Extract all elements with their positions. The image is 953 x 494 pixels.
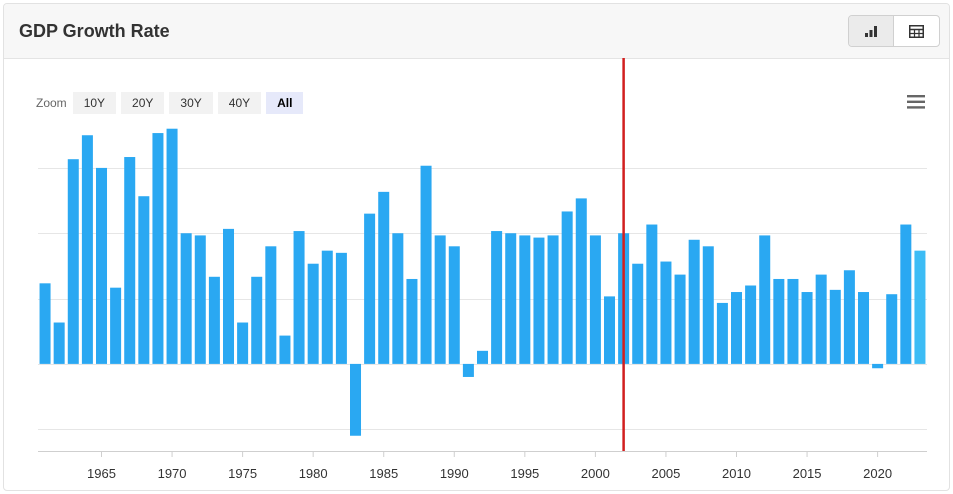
zoom-bar: Zoom 10Y 20Y 30Y 40Y All — [36, 92, 308, 114]
bar — [166, 128, 178, 364]
bar — [688, 239, 700, 364]
bar — [392, 233, 404, 364]
table-view-button[interactable] — [894, 16, 939, 46]
zoom-20y-button[interactable]: 20Y — [121, 92, 165, 114]
bar — [547, 235, 559, 364]
x-tick-label: 1965 — [87, 466, 116, 481]
bar — [96, 167, 108, 364]
bar — [364, 213, 376, 364]
bar — [321, 250, 333, 364]
hamburger-menu-icon — [907, 95, 925, 109]
x-tick-label: 1990 — [440, 466, 469, 481]
bar — [462, 363, 474, 377]
bar — [81, 135, 93, 364]
x-axis: 1965 1970 1975 1980 1985 1990 1995 2000 2005 2010… — [38, 451, 927, 481]
bar — [53, 322, 65, 364]
bar — [477, 350, 489, 364]
bar — [110, 287, 122, 364]
page-title: GDP Growth Rate — [19, 21, 170, 41]
zoom-label: Zoom — [36, 96, 67, 110]
bar — [448, 246, 460, 364]
bar — [378, 191, 390, 364]
bar — [632, 263, 644, 364]
chart-menu-button[interactable] — [907, 95, 925, 114]
view-toggle — [848, 15, 940, 47]
bar — [519, 235, 531, 364]
bar — [829, 289, 841, 364]
bar — [279, 335, 291, 364]
bar — [674, 274, 686, 364]
bar-chart-icon — [865, 26, 877, 37]
zoom-all-button[interactable]: All — [266, 92, 304, 114]
x-tick-label: 2005 — [651, 466, 680, 481]
bar — [858, 292, 870, 364]
bar — [194, 235, 206, 364]
bar — [716, 302, 728, 364]
bar — [843, 270, 855, 364]
bar — [251, 276, 263, 364]
x-tick-label: 2010 — [722, 466, 751, 481]
bar — [138, 196, 150, 364]
x-tick-label: 1970 — [158, 466, 187, 481]
bar — [787, 278, 799, 364]
bar — [900, 224, 912, 364]
bar — [914, 250, 926, 364]
bar — [575, 198, 587, 364]
bar — [731, 292, 743, 364]
bar — [886, 294, 898, 364]
bar — [420, 165, 432, 364]
bar — [604, 296, 616, 364]
bar — [124, 157, 136, 364]
bar — [660, 261, 672, 364]
bar — [67, 159, 79, 364]
x-tick-label: 1980 — [299, 466, 328, 481]
bar — [208, 276, 220, 364]
bar — [773, 278, 785, 364]
bar — [505, 233, 517, 364]
bar — [561, 211, 573, 364]
bar — [39, 283, 51, 364]
bar-series — [39, 128, 926, 436]
bar — [872, 363, 884, 369]
x-tick-label: 1995 — [510, 466, 539, 481]
bar — [350, 363, 362, 436]
x-tick-label: 2000 — [581, 466, 610, 481]
bar — [801, 292, 813, 364]
card-header: GDP Growth Rate — [4, 4, 949, 59]
bar — [152, 133, 164, 364]
bar — [265, 246, 277, 364]
zoom-40y-button[interactable]: 40Y — [217, 92, 262, 114]
bar — [335, 252, 347, 364]
bar — [815, 274, 827, 364]
bar — [491, 231, 503, 364]
zoom-10y-button[interactable]: 10Y — [72, 92, 117, 114]
bar — [180, 233, 192, 364]
chart-view-button[interactable] — [849, 16, 894, 46]
zoom-30y-button[interactable]: 30Y — [169, 92, 213, 114]
bar — [406, 278, 418, 364]
bar — [223, 228, 235, 364]
bar — [702, 246, 714, 364]
x-tick-label: 1975 — [228, 466, 257, 481]
bar — [759, 235, 771, 364]
bar — [434, 235, 446, 364]
bar — [307, 263, 319, 364]
x-tick-label: 1985 — [369, 466, 398, 481]
bar — [533, 237, 545, 364]
table-icon — [909, 24, 924, 38]
bar — [646, 224, 658, 364]
bar — [237, 322, 249, 364]
bar — [589, 235, 601, 364]
x-tick-label: 2015 — [793, 466, 822, 481]
bar — [293, 231, 305, 364]
x-tick-label: 2020 — [863, 466, 892, 481]
bar — [745, 285, 757, 364]
